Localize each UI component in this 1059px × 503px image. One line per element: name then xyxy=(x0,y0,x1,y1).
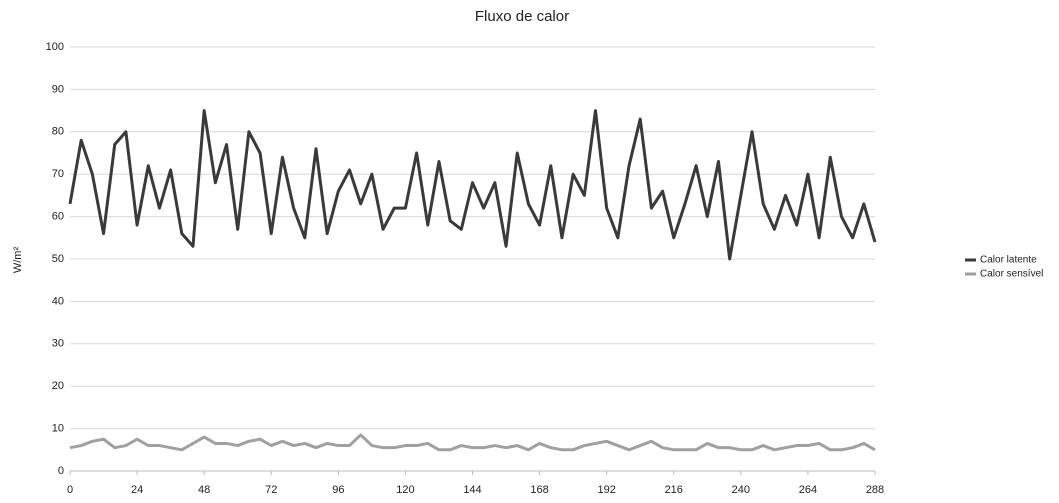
series-line xyxy=(68,109,877,261)
legend-label: Calor sensível xyxy=(980,269,1043,280)
chart-title: Fluxo de calor xyxy=(475,8,569,25)
y-tick-label: 80 xyxy=(52,126,64,138)
legend-label: Calor latente xyxy=(980,255,1037,266)
x-tick-label: 240 xyxy=(732,484,750,496)
series-line xyxy=(69,433,876,452)
y-axis-label: W/m² xyxy=(12,247,24,274)
y-tick-label: 90 xyxy=(52,83,64,95)
x-tick-label: 96 xyxy=(332,484,344,496)
y-tick-label: 100 xyxy=(46,41,64,53)
x-tick-label: 192 xyxy=(597,484,615,496)
x-tick-label: 288 xyxy=(866,484,884,496)
x-tick-label: 72 xyxy=(265,484,277,496)
x-tick-label: 264 xyxy=(799,484,817,496)
y-tick-label: 60 xyxy=(52,211,64,223)
x-tick-label: 120 xyxy=(396,484,414,496)
x-tick-label: 168 xyxy=(530,484,548,496)
x-tick-label: 0 xyxy=(67,484,73,496)
y-tick-label: 0 xyxy=(58,465,64,477)
y-tick-label: 70 xyxy=(52,168,64,180)
y-tick-label: 20 xyxy=(52,380,64,392)
x-tick-label: 144 xyxy=(463,484,481,496)
x-tick-label: 24 xyxy=(131,484,143,496)
x-tick-label: 216 xyxy=(665,484,683,496)
y-tick-label: 50 xyxy=(52,253,64,265)
y-tick-label: 30 xyxy=(52,338,64,350)
y-tick-label: 10 xyxy=(52,423,64,435)
y-tick-label: 40 xyxy=(52,295,64,307)
x-tick-label: 48 xyxy=(198,484,210,496)
